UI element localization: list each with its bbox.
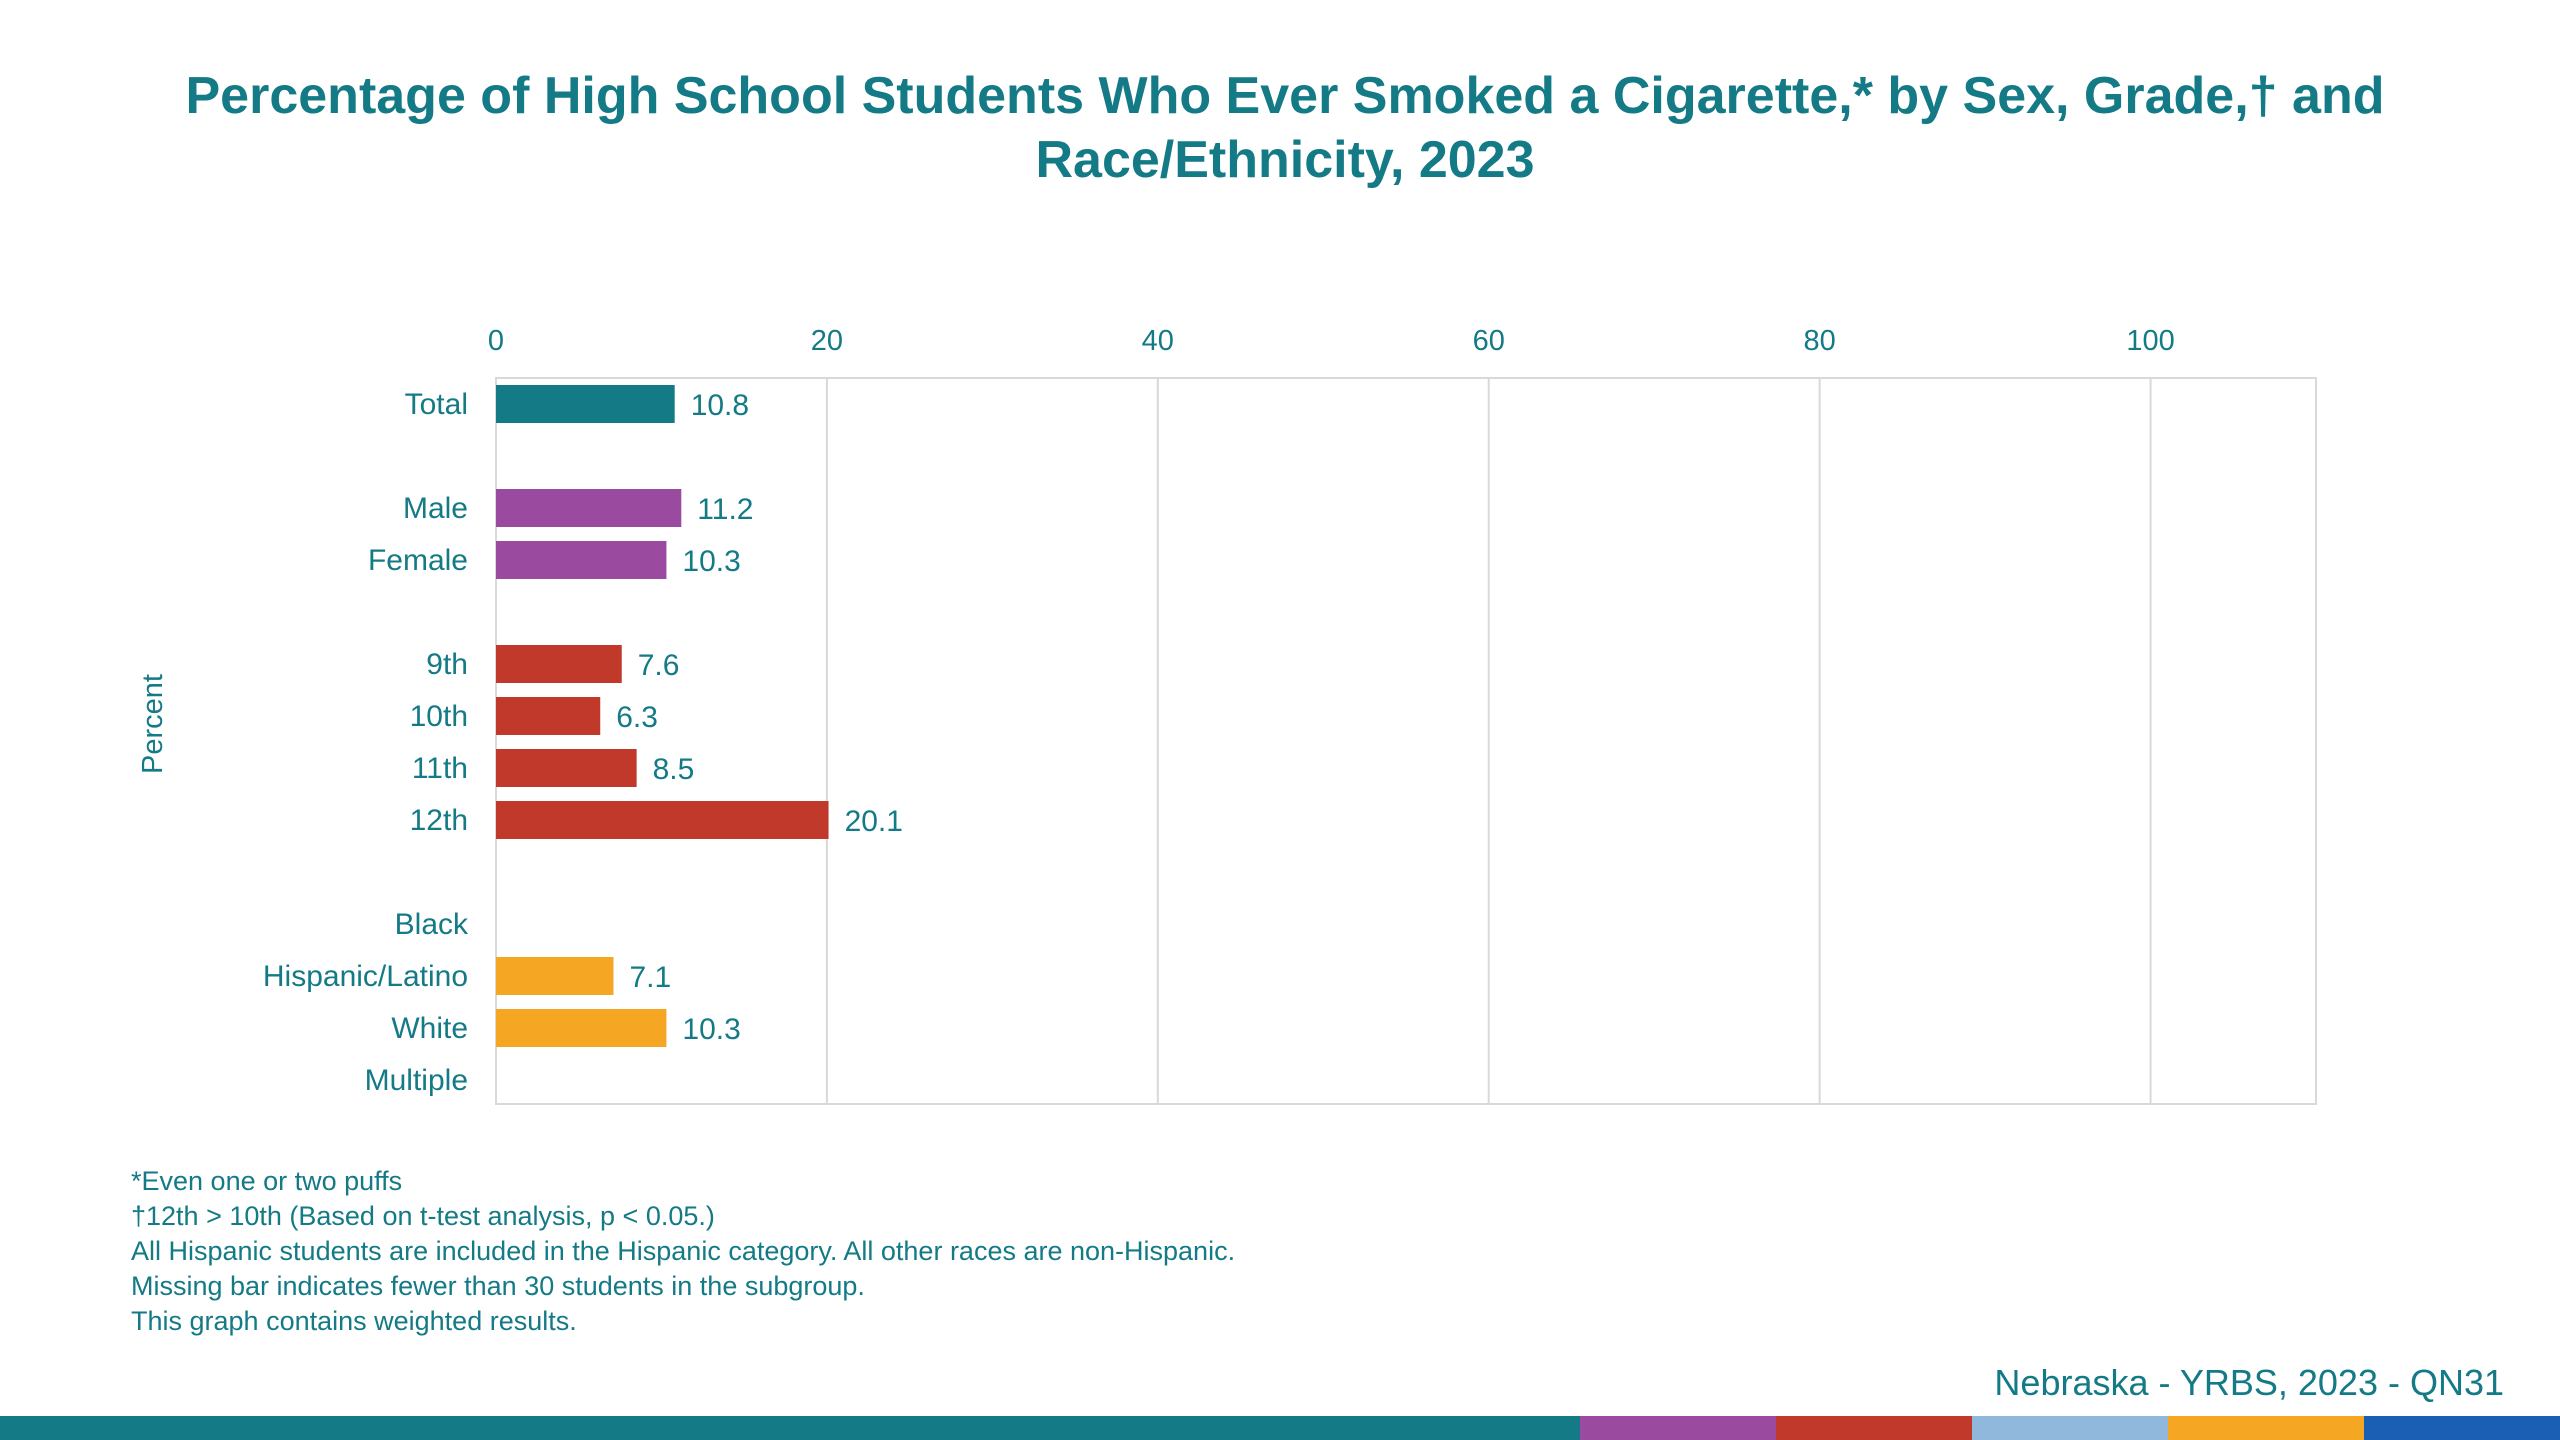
- footnote-2: †12th > 10th (Based on t-test analysis, …: [131, 1201, 715, 1231]
- chart-title-line-2: Race/Ethnicity, 2023: [1035, 131, 1535, 189]
- data-label: 6.3: [616, 701, 658, 734]
- category-label: Multiple: [365, 1064, 468, 1097]
- x-tick-label: 80: [1804, 325, 1836, 357]
- category-label: Male: [403, 492, 468, 525]
- category-label: 11th: [412, 752, 468, 785]
- x-tick-label: 100: [2126, 325, 2174, 357]
- x-tick-label: 40: [1142, 325, 1174, 357]
- bar: [496, 957, 614, 995]
- bar: [496, 541, 667, 579]
- data-label: 10.3: [682, 545, 740, 578]
- bar: [496, 697, 601, 735]
- category-label: Total: [405, 388, 468, 421]
- footnote-3: All Hispanic students are included in th…: [131, 1236, 1236, 1266]
- data-label: 7.1: [629, 961, 671, 994]
- data-label: 11.2: [697, 493, 753, 526]
- data-label: 7.6: [638, 649, 680, 682]
- strip-segment: [1776, 1416, 1972, 1440]
- category-label: 10th: [410, 700, 468, 733]
- source-label: Nebraska - YRBS, 2023 - QN31: [1994, 1362, 2504, 1403]
- data-label: 10.3: [682, 1013, 740, 1046]
- x-tick-label: 0: [488, 325, 504, 357]
- bar-chart: 0 20 40 60 80 100 Percent Total 10.8 Male 11.2 Fema…: [137, 325, 2317, 1105]
- strip-segment: [1580, 1416, 1776, 1440]
- bar: [496, 801, 829, 839]
- category-label: 9th: [426, 648, 468, 681]
- category-label: 12th: [410, 804, 468, 837]
- bar: [496, 1009, 667, 1047]
- bar: [496, 749, 637, 787]
- bar: [496, 489, 682, 527]
- strip-segment: [2364, 1416, 2560, 1440]
- footnote-1: *Even one or two puffs: [131, 1166, 403, 1196]
- plot-frame: [495, 377, 2317, 1105]
- x-tick-label: 60: [1473, 325, 1505, 357]
- footnote-4: Missing bar indicates fewer than 30 stud…: [131, 1271, 865, 1301]
- category-label: Hispanic/Latino: [263, 960, 468, 993]
- y-axis-label: Percent: [137, 674, 169, 774]
- data-label: 8.5: [653, 753, 695, 786]
- footnotes: *Even one or two puffs †12th > 10th (Bas…: [131, 1164, 1235, 1339]
- bar: [496, 385, 675, 423]
- bar: [496, 645, 622, 683]
- strip-segment: [1972, 1416, 2168, 1440]
- strip-segment: [2168, 1416, 2364, 1440]
- color-strip: [0, 1416, 2560, 1440]
- footnote-5: This graph contains weighted results.: [131, 1306, 577, 1336]
- x-tick-label: 20: [811, 325, 843, 357]
- data-label: 10.8: [691, 389, 749, 422]
- chart-title: Percentage of High School Students Who E…: [100, 64, 2470, 192]
- strip-segment: [0, 1416, 1580, 1440]
- chart-title-line-1: Percentage of High School Students Who E…: [185, 67, 2385, 125]
- category-label: Black: [395, 908, 469, 941]
- category-label: White: [391, 1012, 468, 1045]
- category-label: Female: [368, 544, 468, 577]
- data-label: 20.1: [845, 805, 903, 838]
